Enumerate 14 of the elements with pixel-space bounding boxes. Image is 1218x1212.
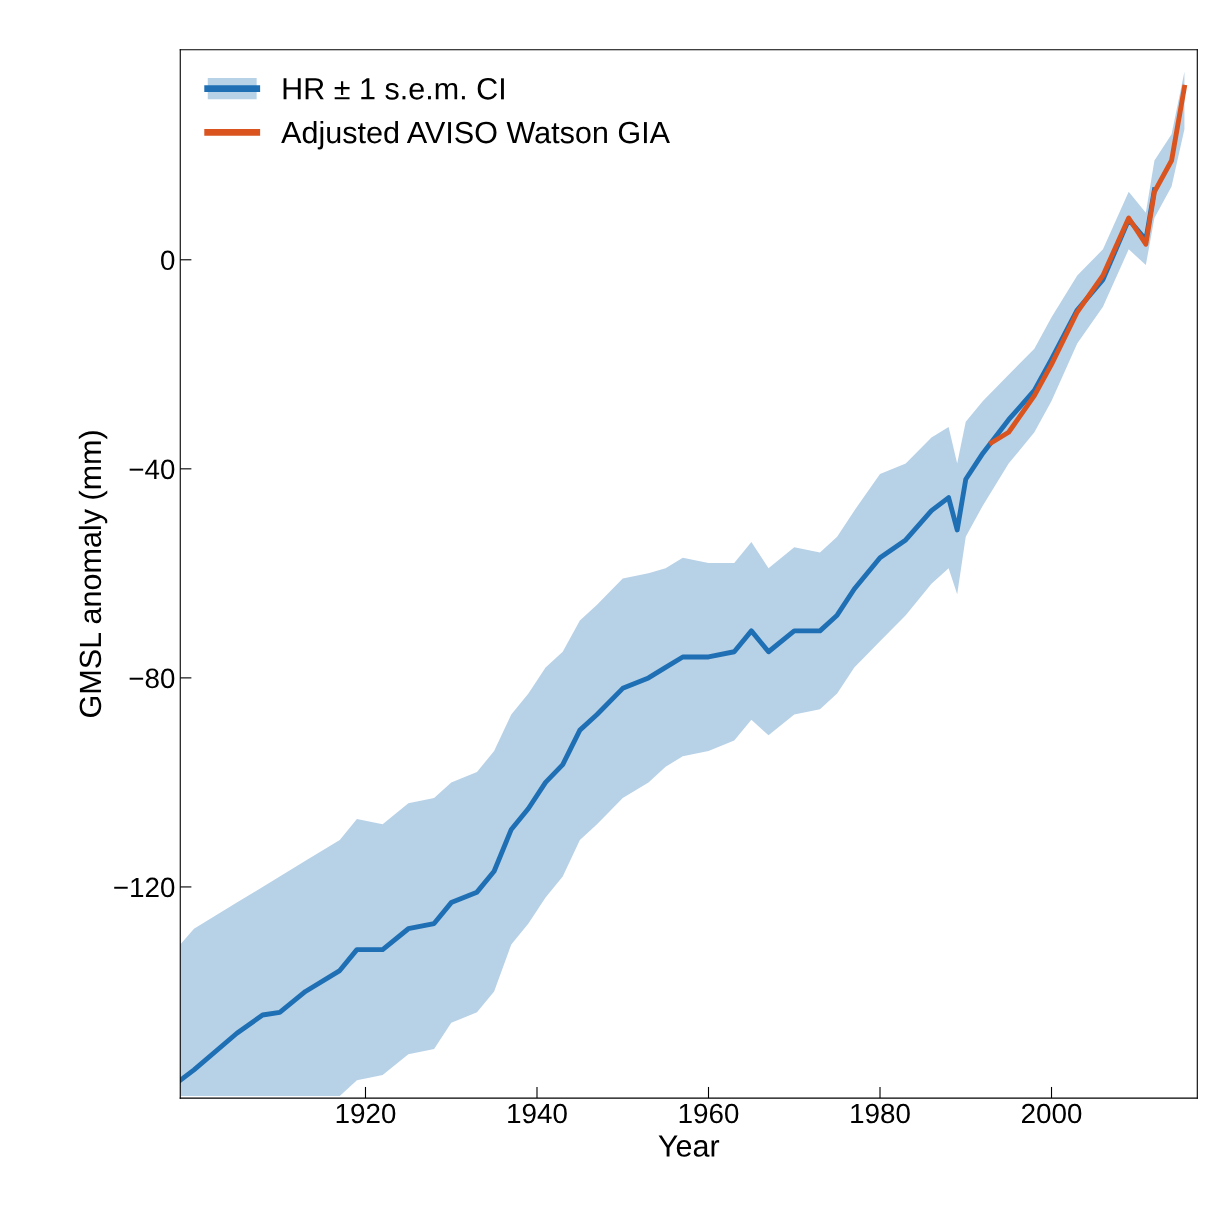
line-series xyxy=(989,84,1187,446)
x-tick-label: 1940 xyxy=(508,1103,567,1124)
y-axis-title: GMSL anomaly (mm) xyxy=(78,431,108,717)
y-tick-label: −120 xyxy=(114,877,175,898)
x-axis-title: Year xyxy=(658,1135,720,1157)
x-tick-label: 1960 xyxy=(679,1103,739,1124)
x-tick-label: 1920 xyxy=(336,1103,396,1124)
y-tick-label: 0 xyxy=(161,250,175,271)
legend-label: HR ± 1 s.e.m. CI xyxy=(283,78,504,100)
y-tick-label: −40 xyxy=(129,459,175,480)
legend-label: Adjusted AVISO Watson GIA xyxy=(281,120,670,150)
x-tick-label: 1980 xyxy=(851,1103,910,1124)
x-tick-label: 2000 xyxy=(1022,1103,1082,1124)
y-tick-label: −80 xyxy=(129,668,175,689)
